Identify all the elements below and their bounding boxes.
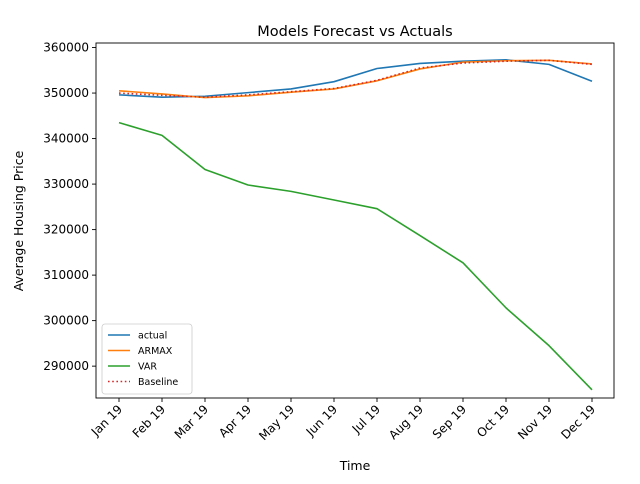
legend-label-baseline: Baseline bbox=[138, 377, 178, 388]
y-axis-label: Average Housing Price bbox=[11, 150, 26, 291]
plot-frame bbox=[95, 42, 615, 399]
x-tick-label: Jun 19 bbox=[303, 402, 340, 439]
series-line-baseline bbox=[118, 59, 593, 98]
y-tick-label: 290000 bbox=[43, 359, 89, 373]
x-tick-label: Aug 19 bbox=[386, 402, 426, 442]
y-tick-label: 350000 bbox=[43, 86, 89, 100]
x-axis-label: Time bbox=[339, 458, 371, 473]
x-tick-label: Feb 19 bbox=[130, 402, 168, 440]
x-tick-label: Oct 19 bbox=[474, 402, 512, 440]
x-tick-label: Apr 19 bbox=[216, 402, 254, 440]
series-line-armax bbox=[118, 59, 593, 99]
x-tick-label: May 19 bbox=[256, 402, 297, 443]
y-tick-label: 330000 bbox=[43, 177, 89, 191]
series-line-actual bbox=[118, 59, 593, 98]
x-tick-label: Mar 19 bbox=[172, 402, 211, 441]
y-tick-label: 360000 bbox=[43, 41, 89, 55]
y-tick-label: 300000 bbox=[43, 314, 89, 328]
x-tick-label: Nov 19 bbox=[515, 402, 555, 442]
x-tick-label: Sep 19 bbox=[430, 402, 469, 441]
chart-title: Models Forecast vs Actuals bbox=[257, 24, 452, 40]
y-tick-label: 320000 bbox=[43, 223, 89, 237]
y-tick-label: 340000 bbox=[43, 132, 89, 146]
legend-label-armax: ARMAX bbox=[138, 346, 173, 357]
y-tick-label: 310000 bbox=[43, 268, 89, 282]
x-tick-label: Jan 19 bbox=[88, 402, 125, 439]
x-tick-label: Dec 19 bbox=[558, 402, 598, 442]
legend-label-actual: actual bbox=[138, 331, 167, 342]
legend: actual ARMAX VAR Baseline bbox=[101, 323, 193, 395]
x-tick-label: Jul 19 bbox=[349, 402, 383, 436]
legend-label-var: VAR bbox=[138, 362, 157, 373]
legend-box bbox=[101, 323, 193, 395]
series-line-var bbox=[118, 121, 593, 391]
